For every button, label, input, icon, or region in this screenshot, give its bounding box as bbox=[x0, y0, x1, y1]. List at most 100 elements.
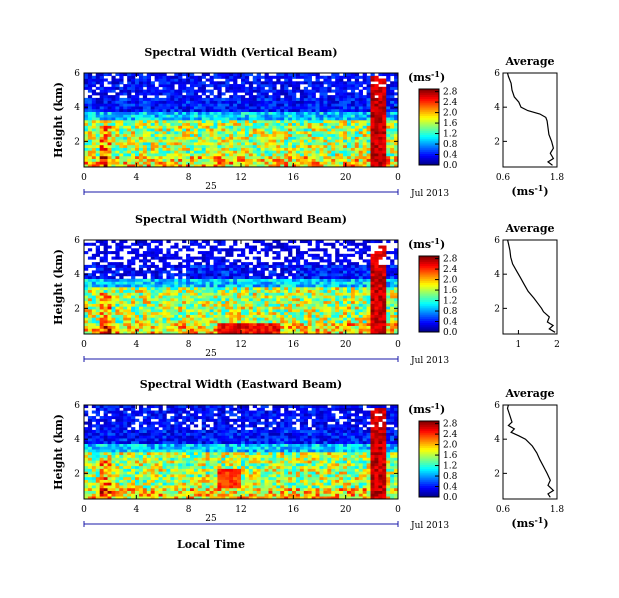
heatmap-cell bbox=[292, 278, 297, 282]
heatmap-cell bbox=[370, 311, 375, 315]
heatmap-cell bbox=[221, 139, 226, 143]
heatmap-cell bbox=[362, 128, 367, 132]
heatmap-cell bbox=[362, 153, 367, 157]
heatmap-cell bbox=[339, 75, 344, 79]
heatmap-cell bbox=[209, 275, 214, 279]
heatmap-cell bbox=[358, 92, 363, 96]
heatmap-cell bbox=[174, 311, 179, 315]
heatmap-cell bbox=[335, 164, 340, 168]
heatmap-cell bbox=[95, 289, 100, 293]
heatmap-cell bbox=[233, 331, 238, 335]
heatmap-cell bbox=[95, 240, 100, 244]
heatmap-cell bbox=[221, 153, 226, 157]
heatmap-cell bbox=[197, 256, 203, 260]
heatmap-cell bbox=[339, 328, 344, 332]
heatmap-cell bbox=[193, 311, 199, 315]
heatmap-cell bbox=[244, 75, 250, 79]
heatmap-cell bbox=[260, 273, 265, 277]
heatmap-cell bbox=[186, 142, 191, 146]
heatmap-cell bbox=[292, 245, 297, 249]
heatmap-cell bbox=[150, 164, 155, 168]
heatmap-cell bbox=[154, 131, 159, 135]
heatmap-cell bbox=[382, 139, 387, 143]
heatmap-cell bbox=[150, 161, 155, 165]
heatmap-cell bbox=[142, 120, 148, 124]
heatmap-cell bbox=[292, 267, 297, 271]
heatmap-cell bbox=[213, 100, 218, 104]
heatmap-cell bbox=[315, 245, 320, 249]
heatmap-cell bbox=[288, 78, 293, 82]
heatmap-cell bbox=[264, 292, 269, 296]
heatmap-cell bbox=[346, 248, 352, 252]
heatmap-cell bbox=[295, 164, 301, 168]
heatmap-cell bbox=[150, 314, 155, 318]
heatmap-cell bbox=[119, 131, 124, 135]
heatmap-cell bbox=[323, 281, 328, 285]
heatmap-cell bbox=[382, 125, 387, 129]
heatmap-cell bbox=[354, 86, 360, 90]
heatmap-cell bbox=[256, 298, 261, 302]
heatmap-cell bbox=[115, 267, 120, 271]
heatmap-cell bbox=[84, 153, 89, 157]
heatmap-cell bbox=[252, 331, 257, 335]
heatmap-cell bbox=[123, 89, 128, 93]
heatmap-cell bbox=[87, 303, 93, 307]
heatmap-cell bbox=[225, 309, 230, 313]
heatmap-cell bbox=[350, 89, 356, 93]
heatmap-cell bbox=[303, 259, 309, 263]
heatmap-cell bbox=[189, 120, 195, 124]
heatmap-cell bbox=[217, 292, 222, 296]
heatmap-cell bbox=[248, 120, 254, 124]
heatmap-cell bbox=[107, 147, 112, 151]
heatmap-cell bbox=[378, 311, 383, 315]
heatmap-cell bbox=[264, 248, 269, 252]
heatmap-cell bbox=[197, 155, 203, 159]
heatmap-cell bbox=[135, 242, 140, 246]
heatmap-cell bbox=[354, 273, 360, 277]
average-unit-base: (ms bbox=[511, 185, 534, 198]
heatmap-cell bbox=[123, 292, 128, 296]
heatmap-cell bbox=[374, 147, 379, 151]
heatmap-cell bbox=[186, 298, 191, 302]
heatmap-cell bbox=[99, 267, 104, 271]
heatmap-cell bbox=[370, 317, 375, 321]
heatmap-cell bbox=[170, 328, 175, 332]
heatmap-cell bbox=[339, 86, 344, 90]
heatmap-cell bbox=[186, 322, 191, 326]
heatmap-cell bbox=[311, 158, 316, 162]
heatmap-cell bbox=[343, 144, 348, 148]
heatmap-cell bbox=[87, 248, 93, 252]
heatmap-cell bbox=[209, 325, 214, 329]
heatmap-cell bbox=[237, 278, 242, 282]
heatmap-cell bbox=[138, 133, 144, 137]
heatmap-cell bbox=[186, 309, 191, 313]
panel-1: Spectral Width (Northward Beam)0 4 8 12 16 20… bbox=[52, 213, 560, 366]
heatmap-cell bbox=[272, 128, 277, 132]
heatmap-cell bbox=[374, 281, 379, 285]
heatmap-cell bbox=[280, 287, 285, 291]
heatmap-cell bbox=[327, 289, 332, 293]
heatmap-cell bbox=[292, 164, 297, 168]
heatmap-cell bbox=[213, 97, 218, 101]
heatmap-cell bbox=[276, 158, 281, 162]
heatmap-cell bbox=[350, 153, 356, 157]
heatmap-cell bbox=[146, 303, 152, 307]
heatmap-cell bbox=[343, 273, 348, 277]
colorbar-segment bbox=[419, 89, 439, 92]
heatmap-cell bbox=[374, 270, 379, 274]
heatmap-cell bbox=[178, 120, 183, 124]
heatmap-cell bbox=[284, 92, 289, 96]
heatmap-cell bbox=[221, 114, 226, 118]
heatmap-cell bbox=[307, 73, 312, 77]
heatmap-cell bbox=[319, 240, 324, 244]
heatmap-cell bbox=[84, 267, 89, 271]
heatmap-cell bbox=[213, 106, 218, 110]
heatmap-cell bbox=[111, 86, 116, 90]
heatmap-cell bbox=[174, 303, 179, 307]
heatmap-cell bbox=[382, 251, 387, 255]
heatmap-cell bbox=[174, 287, 179, 291]
heatmap-cell bbox=[319, 161, 324, 165]
heatmap-cell bbox=[221, 97, 226, 101]
heatmap-cell bbox=[339, 267, 344, 271]
heatmap-cell bbox=[303, 120, 309, 124]
